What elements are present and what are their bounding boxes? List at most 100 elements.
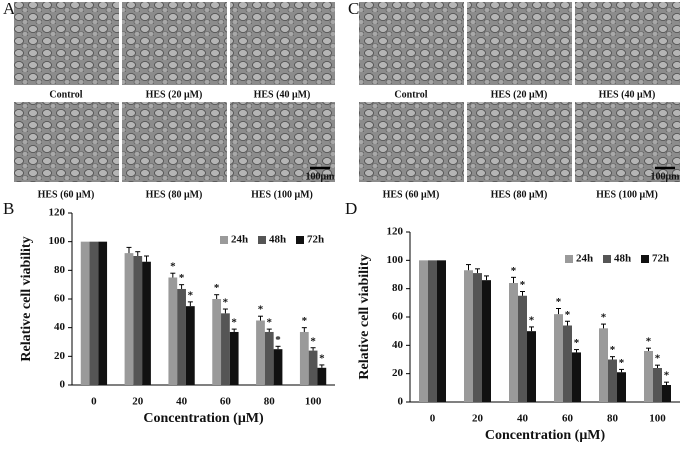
legend-label: 24h (576, 253, 593, 265)
x-axis-title: Concentration (μM) (143, 411, 264, 426)
legend-swatch (258, 236, 266, 244)
x-tick-label: 20 (472, 413, 484, 425)
bar (617, 372, 626, 402)
micrograph (14, 2, 119, 85)
x-axis-title: Concentration (μM) (485, 428, 606, 443)
image-label: HES (40 μM) (599, 89, 656, 100)
y-tick-label: 120 (387, 226, 404, 238)
y-tick-label: 80 (392, 282, 404, 294)
bar (419, 260, 428, 402)
bar (212, 299, 222, 385)
legend-swatch (565, 255, 573, 263)
panel-letter: D (345, 199, 357, 218)
legend-label: 72h (307, 234, 324, 246)
bar (464, 270, 473, 402)
x-tick-label: 80 (607, 413, 619, 425)
y-tick-label: 40 (392, 339, 404, 351)
significance-marker: * (214, 282, 220, 294)
y-tick-label: 40 (54, 321, 66, 333)
x-tick-label: 100 (649, 413, 666, 425)
x-tick-label: 80 (264, 396, 276, 408)
significance-marker: * (275, 334, 281, 346)
significance-marker: * (511, 265, 517, 277)
bar (317, 367, 327, 385)
bar (168, 277, 178, 385)
y-tick-label: 0 (398, 396, 404, 408)
bar (308, 350, 318, 385)
significance-marker: * (258, 304, 264, 316)
significance-marker: * (610, 344, 616, 356)
bar (473, 273, 482, 402)
micrograph (122, 2, 227, 85)
image-label: HES (80 μM) (491, 189, 548, 200)
panel-letter: A (3, 0, 16, 18)
bar (509, 283, 518, 402)
scale-bar-label: 100μm (306, 171, 336, 182)
bar (299, 331, 309, 385)
significance-marker: * (529, 314, 535, 326)
bar (273, 349, 283, 385)
bar (527, 331, 536, 402)
bar (98, 241, 108, 385)
y-tick-label: 0 (60, 379, 66, 391)
image-label: HES (100 μM) (251, 189, 313, 200)
image-label: HES (100 μM) (596, 189, 658, 200)
micrograph (575, 102, 680, 182)
x-tick-label: 40 (517, 413, 529, 425)
legend-swatch (641, 255, 649, 263)
micrograph (230, 2, 335, 85)
bar (177, 288, 186, 385)
image-label: HES (20 μM) (146, 89, 203, 100)
image-label: HES (20 μM) (491, 89, 548, 100)
y-tick-label: 80 (54, 264, 66, 276)
bar (518, 295, 527, 402)
y-axis-title: Relative cell viability (19, 236, 34, 361)
significance-marker: * (565, 309, 571, 321)
bar (124, 253, 134, 385)
legend-label: 24h (231, 234, 248, 246)
x-tick-label: 40 (176, 396, 188, 408)
image-label: Control (394, 89, 427, 100)
significance-marker: * (179, 272, 185, 284)
significance-marker: * (223, 297, 229, 309)
image-label: HES (60 μM) (383, 189, 440, 200)
panel-letter: B (3, 199, 14, 218)
y-tick-label: 100 (49, 235, 66, 247)
significance-marker: * (655, 353, 661, 365)
y-tick-label: 20 (54, 350, 66, 362)
micrograph (14, 102, 119, 182)
bar (662, 385, 671, 402)
bar (482, 280, 491, 402)
micrograph (359, 2, 464, 85)
x-tick-label: 0 (430, 413, 436, 425)
micrograph (122, 102, 227, 182)
significance-marker: * (601, 312, 607, 324)
y-tick-label: 100 (387, 254, 404, 266)
bar (256, 320, 265, 385)
panel-letter: C (348, 0, 359, 18)
image-label: Control (49, 89, 82, 100)
bar (599, 328, 608, 402)
legend-swatch (603, 255, 611, 263)
bar (89, 241, 99, 385)
micrograph (359, 102, 464, 182)
image-label: HES (60 μM) (38, 189, 95, 200)
significance-marker: * (188, 289, 194, 301)
x-tick-label: 0 (91, 396, 97, 408)
bar (80, 241, 90, 385)
y-tick-label: 60 (54, 293, 66, 305)
bar (142, 261, 151, 385)
legend-label: 48h (269, 234, 286, 246)
image-label: HES (80 μM) (146, 189, 203, 200)
significance-marker: * (319, 352, 325, 364)
legend-label: 48h (614, 253, 631, 265)
significance-marker: * (574, 337, 580, 349)
significance-marker: * (267, 317, 273, 329)
image-label: HES (40 μM) (254, 89, 311, 100)
bar (644, 351, 653, 402)
significance-marker: * (646, 336, 652, 348)
bar (428, 260, 437, 402)
x-tick-label: 60 (220, 396, 232, 408)
legend-swatch (220, 236, 228, 244)
